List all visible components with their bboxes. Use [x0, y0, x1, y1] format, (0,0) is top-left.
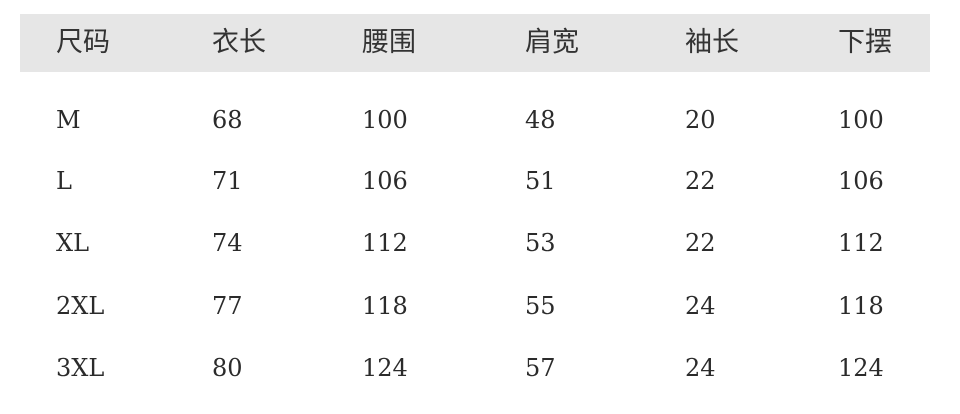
- table-cell: 51: [525, 167, 556, 195]
- table-cell: 22: [685, 167, 716, 195]
- table-cell: 124: [838, 354, 884, 382]
- table-cell: 100: [838, 106, 884, 134]
- table-cell: 55: [525, 292, 556, 320]
- table-cell: 68: [212, 106, 243, 134]
- table-cell: 57: [525, 354, 556, 382]
- column-header: 衣长: [212, 27, 266, 58]
- table-cell: 2XL: [56, 292, 105, 320]
- table-cell: 124: [362, 354, 408, 382]
- table-cell: L: [56, 167, 72, 195]
- column-header: 尺码: [56, 27, 110, 58]
- column-header: 下摆: [838, 27, 892, 58]
- table-cell: 100: [362, 106, 408, 134]
- table-cell: XL: [56, 229, 90, 257]
- table-cell: 80: [212, 354, 243, 382]
- column-header: 腰围: [362, 27, 416, 58]
- table-cell: 53: [525, 229, 556, 257]
- table-cell: 106: [838, 167, 884, 195]
- table-cell: 71: [212, 167, 243, 195]
- table-cell: 106: [362, 167, 408, 195]
- table-cell: 24: [685, 292, 716, 320]
- column-header: 袖长: [685, 27, 739, 58]
- table-cell: 112: [838, 229, 884, 257]
- table-cell: 24: [685, 354, 716, 382]
- table-cell: 112: [362, 229, 408, 257]
- table-cell: 22: [685, 229, 716, 257]
- table-cell: 77: [212, 292, 243, 320]
- table-cell: 118: [362, 292, 408, 320]
- table-cell: 20: [685, 106, 716, 134]
- table-cell: 3XL: [56, 354, 105, 382]
- table-cell: 118: [838, 292, 884, 320]
- table-cell: 74: [212, 229, 243, 257]
- table-header: [20, 14, 930, 72]
- table-cell: 48: [525, 106, 556, 134]
- table-cell: M: [56, 106, 81, 134]
- column-header: 肩宽: [525, 27, 579, 58]
